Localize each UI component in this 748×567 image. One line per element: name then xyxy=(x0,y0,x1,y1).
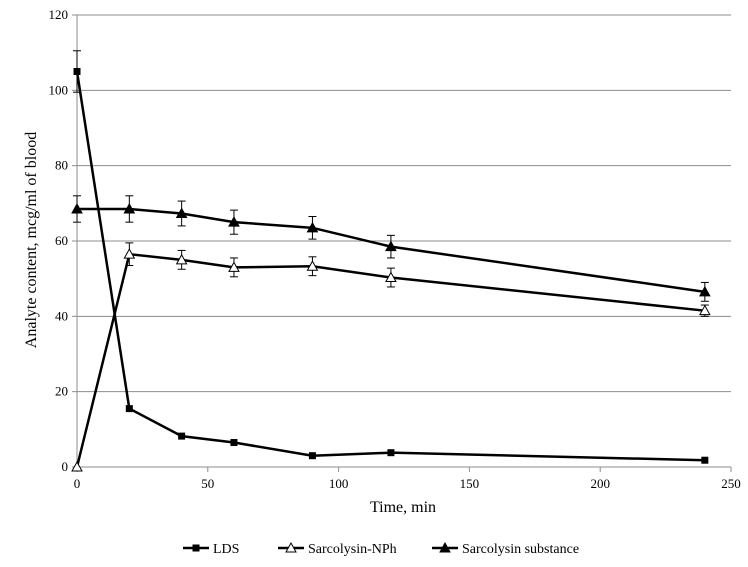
y-tick-label: 100 xyxy=(49,82,69,97)
legend-item: Sarcolysin-NPh xyxy=(278,541,397,557)
data-point xyxy=(175,253,188,265)
legend-label: Sarcolysin-NPh xyxy=(308,542,397,557)
grid xyxy=(77,14,731,393)
series-1 xyxy=(71,242,711,472)
data-point xyxy=(73,68,81,75)
x-tick-label: 100 xyxy=(329,476,349,491)
y-tick-label: 0 xyxy=(62,459,69,474)
data-point xyxy=(306,260,319,271)
data-point xyxy=(698,304,711,316)
plot-area xyxy=(71,50,711,472)
axes: 0 20 40 60 80 100 120 0 50 100 150 200 250 xyxy=(49,7,741,491)
x-tick-label: 200 xyxy=(590,476,610,491)
x-tick-label: 250 xyxy=(721,476,741,491)
y-tick-label: 40 xyxy=(55,308,68,323)
legend-marker xyxy=(192,544,200,552)
data-point xyxy=(701,456,709,464)
x-tick-label: 0 xyxy=(74,476,81,491)
data-point xyxy=(385,271,397,283)
y-tick-label: 20 xyxy=(55,384,68,399)
x-axis-title: Time, min xyxy=(370,499,436,516)
data-point xyxy=(308,452,316,460)
series-line xyxy=(75,71,705,462)
y-axis-title: Analyte content, mcg/ml of blood xyxy=(23,132,40,348)
y-tick-label: 80 xyxy=(55,158,68,173)
data-point xyxy=(175,207,188,219)
x-tick-label: 150 xyxy=(460,476,480,491)
legend-marker xyxy=(439,541,451,553)
legend-marker xyxy=(285,541,297,553)
data-point xyxy=(123,248,136,259)
y-tick-label: 120 xyxy=(49,7,69,22)
series-2 xyxy=(71,195,711,302)
data-point xyxy=(71,460,83,472)
legend-label: Sarcolysin substance xyxy=(462,542,579,557)
data-point xyxy=(385,240,397,252)
y-tick-label: 60 xyxy=(55,233,68,248)
legend-label: LDS xyxy=(213,542,239,557)
data-point xyxy=(123,202,136,214)
data-point xyxy=(228,216,240,227)
x-tick-label: 50 xyxy=(201,476,214,491)
data-point xyxy=(71,202,83,214)
series-0 xyxy=(73,50,709,464)
legend-item: LDS xyxy=(183,542,239,557)
data-point xyxy=(230,439,238,447)
data-point xyxy=(228,261,240,272)
data-point xyxy=(387,449,395,457)
data-point xyxy=(306,221,319,233)
legend: LDS Sarcolysin-NPh Sarcolysin substance xyxy=(183,541,579,557)
legend-item: Sarcolysin substance xyxy=(432,541,579,557)
data-point xyxy=(698,285,711,297)
data-point xyxy=(178,432,186,440)
data-point xyxy=(125,405,133,413)
